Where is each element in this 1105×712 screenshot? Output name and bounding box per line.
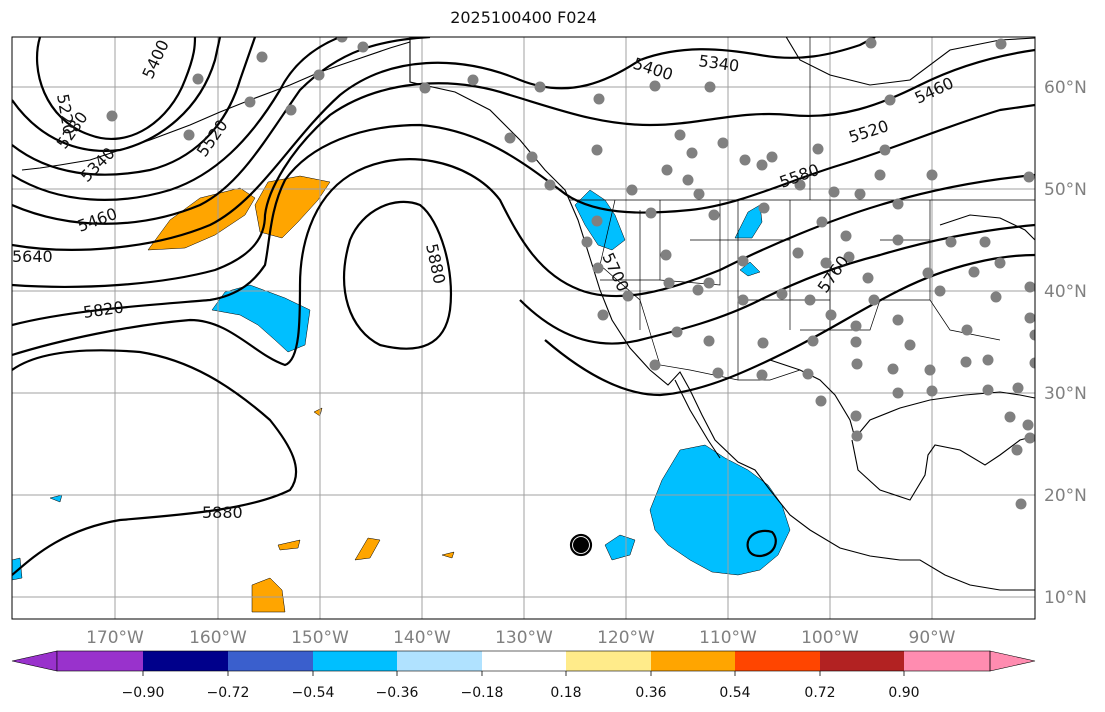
positive-anomaly-region [251, 577, 286, 613]
negative-anomaly-region [649, 444, 791, 576]
colorbar-segment [904, 651, 990, 671]
lon-tick-label: 110°W [699, 628, 757, 648]
colorbar-tick-label: −0.54 [292, 685, 335, 701]
negative-anomaly-region [734, 204, 763, 239]
height-contours [12, 37, 1035, 576]
latitude-axis: 60°N 50°N 40°N 30°N 20°N 10°N [1044, 78, 1087, 608]
colorbar-tick-label: 0.18 [550, 685, 581, 701]
map-frame [11, 36, 1036, 620]
colorbar-tick-label: 0.90 [888, 685, 919, 701]
lon-tick-label: 100°W [801, 628, 859, 648]
lat-tick-label: 40°N [1044, 282, 1087, 302]
lat-tick-label: 60°N [1044, 78, 1087, 98]
lon-tick-label: 90°W [909, 628, 956, 648]
lat-tick-label: 10°N [1044, 588, 1087, 608]
colorbar-segment [482, 651, 566, 671]
colorbar-segment [228, 651, 313, 671]
political-borders [570, 37, 1035, 381]
lon-tick-label: 120°W [597, 628, 655, 648]
colorbar-segment [57, 651, 143, 671]
lat-tick-label: 20°N [1044, 486, 1087, 506]
lon-tick-label: 140°W [393, 628, 451, 648]
storm-marker-icon [573, 537, 589, 553]
colorbar-tick-label: 0.54 [719, 685, 750, 701]
colorbar-tick-label: 0.72 [804, 685, 835, 701]
contour-label: 5640 [12, 247, 53, 266]
colorbar-segment [820, 651, 904, 671]
colorbar-segment [651, 651, 735, 671]
lon-tick-label: 160°W [189, 628, 247, 648]
positive-anomaly-region [254, 175, 331, 239]
negative-anomaly-region [604, 534, 636, 561]
longitude-axis: 170°W 160°W 150°W 140°W 130°W 120°W 110°… [86, 628, 956, 648]
colorbar-segment [735, 651, 820, 671]
colorbar-segment [313, 651, 397, 671]
colorbar-tick-label: 0.36 [635, 685, 666, 701]
colorbar-segment [566, 651, 651, 671]
lat-tick-label: 50°N [1044, 180, 1087, 200]
colorbar-under-arrow [11, 650, 58, 672]
colorbar-tick-label: −0.36 [376, 685, 419, 701]
positive-anomaly-region [277, 539, 301, 551]
colorbar: −0.90 −0.72 −0.54 −0.36 −0.18 0.18 0.36 … [11, 650, 1036, 701]
lon-tick-label: 150°W [291, 628, 349, 648]
anomaly-shading [12, 175, 791, 613]
contour-label: 5880 [202, 503, 243, 522]
negative-anomaly-region [12, 557, 23, 581]
lon-tick-label: 130°W [495, 628, 553, 648]
negative-anomaly-region [49, 494, 63, 503]
colorbar-segment [143, 651, 228, 671]
lat-tick-label: 30°N [1044, 384, 1087, 404]
colorbar-over-arrow [989, 650, 1036, 672]
lon-tick-label: 170°W [86, 628, 144, 648]
colorbar-segment [397, 651, 482, 671]
positive-anomaly-region [441, 551, 455, 559]
colorbar-tick-label: −0.18 [461, 685, 504, 701]
colorbar-tick-label: −0.90 [122, 685, 165, 701]
positive-anomaly-region [354, 537, 381, 561]
colorbar-tick-label: −0.72 [207, 685, 250, 701]
observation-stations [106, 37, 1035, 510]
map-title: 2025100400 F024 [450, 8, 597, 27]
